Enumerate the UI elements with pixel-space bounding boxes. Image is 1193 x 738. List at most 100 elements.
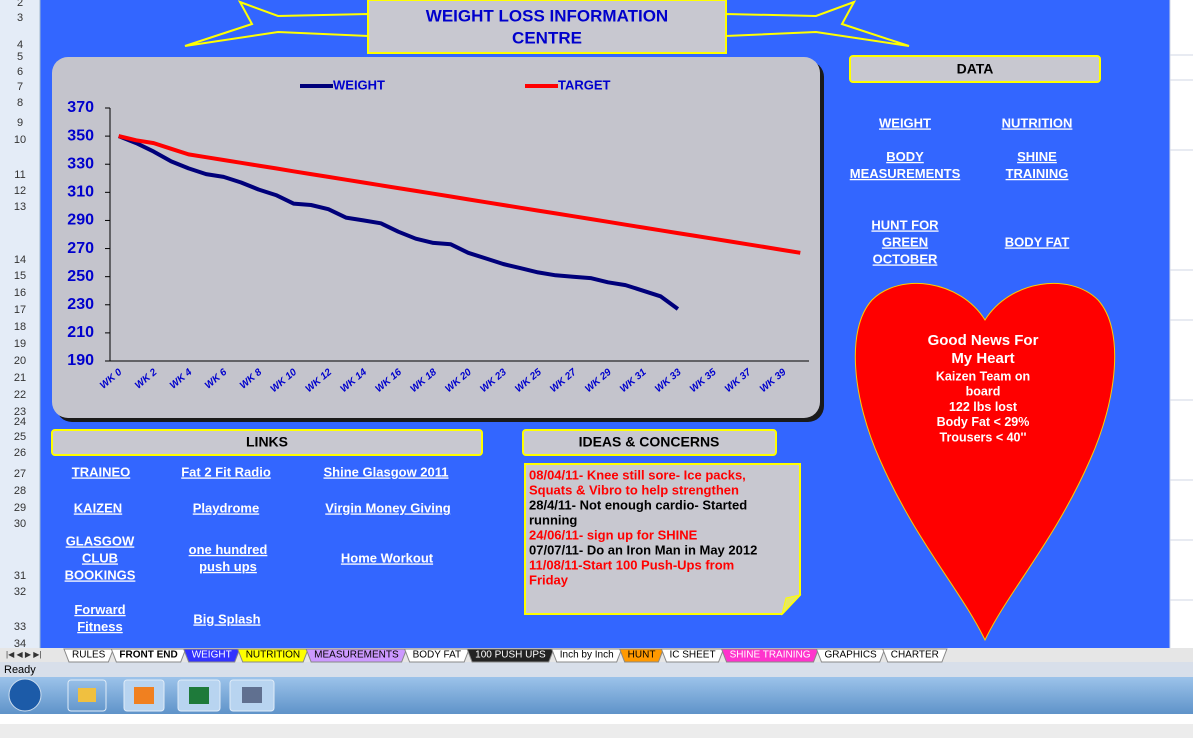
link[interactable]: GREEN xyxy=(882,234,928,249)
sheet-tab[interactable] xyxy=(660,648,725,663)
heart-line: 122 lbs lost xyxy=(949,400,1018,414)
note-fold xyxy=(781,594,802,616)
sheet-tab-label[interactable]: FRONT END xyxy=(119,650,177,661)
link[interactable]: GLASGOW xyxy=(66,533,135,548)
link[interactable]: Fitness xyxy=(77,619,123,634)
sheet-tab[interactable] xyxy=(551,648,623,663)
row-number: 23 xyxy=(14,406,26,418)
row-number: 2 xyxy=(17,0,23,9)
links-header-box xyxy=(51,429,483,456)
link[interactable]: push ups xyxy=(199,559,257,574)
heart-title: My Heart xyxy=(951,350,1014,367)
heart-line: Kaizen Team on xyxy=(936,369,1030,383)
link[interactable]: TRAINEO xyxy=(72,464,131,479)
link[interactable]: Forward xyxy=(74,602,125,617)
sheet-tab-label[interactable]: HUNT xyxy=(628,650,656,661)
ideas-header-box xyxy=(522,429,777,456)
y-tick-label: 350 xyxy=(67,127,94,144)
sheet-tab[interactable] xyxy=(182,648,241,663)
sheet-tab[interactable] xyxy=(882,648,948,663)
link[interactable]: Fat 2 Fit Radio xyxy=(181,464,271,479)
sheet-tab[interactable] xyxy=(618,648,665,663)
row-number: 28 xyxy=(14,485,26,497)
sheet-tab-label[interactable]: NUTRITION xyxy=(246,650,300,661)
heart xyxy=(854,282,1116,642)
row-number: 25 xyxy=(14,431,26,443)
row-number: 24 xyxy=(14,416,26,428)
sheet-tab[interactable] xyxy=(236,648,309,663)
link[interactable]: Home Workout xyxy=(341,550,434,565)
row-number: 7 xyxy=(17,81,23,93)
link[interactable]: MEASUREMENTS xyxy=(850,166,961,181)
sheet-tab-label[interactable]: WEIGHT xyxy=(192,650,232,661)
sheet-tab[interactable] xyxy=(63,648,115,663)
link[interactable]: one hundred xyxy=(189,542,268,557)
link[interactable]: OCTOBER xyxy=(873,251,938,266)
excel-icon xyxy=(189,687,209,704)
sheet-tab-label[interactable]: MEASUREMENTS xyxy=(314,650,399,661)
sheet-tab-label[interactable]: 100 PUSH UPS xyxy=(475,650,546,661)
sheet-tab-label[interactable]: SHINE TRAINING xyxy=(730,650,811,661)
ideas-header: IDEAS & CONCERNS xyxy=(579,434,720,450)
sheet-tab-label[interactable]: GRAPHICS xyxy=(825,650,878,661)
data-header: DATA xyxy=(957,61,994,77)
sheet-tab[interactable] xyxy=(466,648,555,663)
sheet-tab[interactable] xyxy=(815,648,886,663)
sheet-tab-label[interactable]: IC SHEET xyxy=(669,650,715,661)
row-number: 16 xyxy=(14,287,26,299)
row-number: 9 xyxy=(17,117,23,129)
row-number: 11 xyxy=(14,169,25,181)
y-tick-label: 290 xyxy=(67,212,94,229)
series-line xyxy=(118,134,801,255)
link[interactable]: WEIGHT xyxy=(879,115,931,130)
row-number: 14 xyxy=(14,254,26,266)
sheet-tab-label[interactable]: BODY FAT xyxy=(413,650,462,661)
taskbar-explorer[interactable] xyxy=(67,679,107,712)
series-line xyxy=(117,134,680,311)
row-number: 27 xyxy=(14,468,26,480)
row-number: 21 xyxy=(14,372,26,384)
link[interactable]: Big Splash xyxy=(193,611,260,626)
link[interactable]: KAIZEN xyxy=(74,500,122,515)
link[interactable]: Playdrome xyxy=(193,500,259,515)
idea-line: Squats & Vibro to help strengthen xyxy=(529,482,739,497)
idea-line: 11/08/11-Start 100 Push-Ups from xyxy=(529,557,734,572)
row-number: 10 xyxy=(14,134,26,146)
row-number: 22 xyxy=(14,389,26,401)
sheet-tab-label[interactable]: RULES xyxy=(72,650,106,661)
tab-nav[interactable]: |◀ ◀ ▶ ▶| xyxy=(6,650,41,659)
heart-line: Body Fat < 29% xyxy=(937,415,1030,429)
row-number: 29 xyxy=(14,502,26,514)
idea-line: 24/06/11- sign up for SHINE xyxy=(529,527,698,542)
y-tick-label: 250 xyxy=(67,268,94,285)
outlook-icon xyxy=(134,687,154,704)
link[interactable]: HUNT FOR xyxy=(871,217,939,232)
right-grid xyxy=(1169,0,1193,648)
row-number: 18 xyxy=(14,321,26,333)
link[interactable]: BODY xyxy=(886,149,924,164)
status-bar xyxy=(0,662,1193,677)
link[interactable]: BODY FAT xyxy=(1005,234,1070,249)
start-button[interactable] xyxy=(8,678,42,712)
link[interactable]: Shine Glasgow 2011 xyxy=(324,464,449,479)
sheet-tab[interactable] xyxy=(720,648,820,663)
sheet-tab[interactable] xyxy=(110,648,187,663)
sheet-tab[interactable] xyxy=(403,648,470,663)
idea-line: running xyxy=(529,512,577,527)
link[interactable]: NUTRITION xyxy=(1002,115,1073,130)
row-number: 8 xyxy=(17,97,23,109)
link[interactable]: TRAINING xyxy=(1006,166,1069,181)
link[interactable]: CLUB xyxy=(82,550,118,565)
link[interactable]: BOOKINGS xyxy=(65,567,136,582)
bottom-strip xyxy=(0,724,1193,738)
link[interactable]: Virgin Money Giving xyxy=(325,500,451,515)
link[interactable]: SHINE xyxy=(1017,149,1057,164)
sheet-tab-label[interactable]: Inch by Inch xyxy=(560,650,614,661)
y-tick-label: 210 xyxy=(67,324,94,341)
row-header xyxy=(0,0,40,648)
y-tick-label: 270 xyxy=(67,240,94,257)
sheet-tab-label[interactable]: CHARTER xyxy=(891,650,939,661)
sheet-tab[interactable] xyxy=(305,648,408,663)
